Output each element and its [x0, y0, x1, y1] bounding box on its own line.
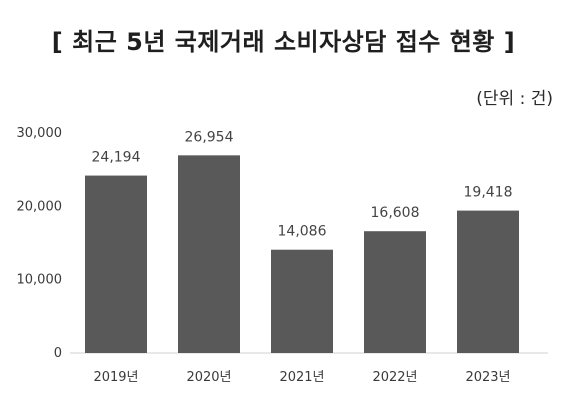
bar-value-label: 19,418: [464, 185, 513, 201]
bar-value-label: 14,086: [278, 224, 327, 240]
y-tick-label: 20,000: [17, 199, 63, 214]
unit-label: (단위 : 건): [476, 89, 553, 109]
bar: [271, 249, 333, 353]
bar-value-label: 16,608: [371, 205, 420, 221]
bar-value-label: 24,194: [92, 150, 141, 166]
bar: [364, 231, 426, 353]
x-tick-label: 2023년: [465, 370, 510, 385]
chart-title: [ 최근 5년 국제거래 소비자상담 접수 현황 ]: [51, 28, 516, 56]
x-tick-label: 2020년: [186, 370, 231, 385]
x-tick-label: 2019년: [93, 370, 138, 385]
y-tick-label: 10,000: [17, 273, 63, 288]
bar: [457, 210, 519, 353]
bar-value-label: 26,954: [185, 129, 234, 145]
y-tick-label: 0: [54, 346, 62, 361]
x-tick-label: 2022년: [372, 370, 417, 385]
x-tick-label: 2021년: [279, 370, 324, 385]
bar: [178, 155, 240, 353]
y-tick-label: 30,000: [17, 126, 63, 141]
bar: [85, 175, 147, 353]
